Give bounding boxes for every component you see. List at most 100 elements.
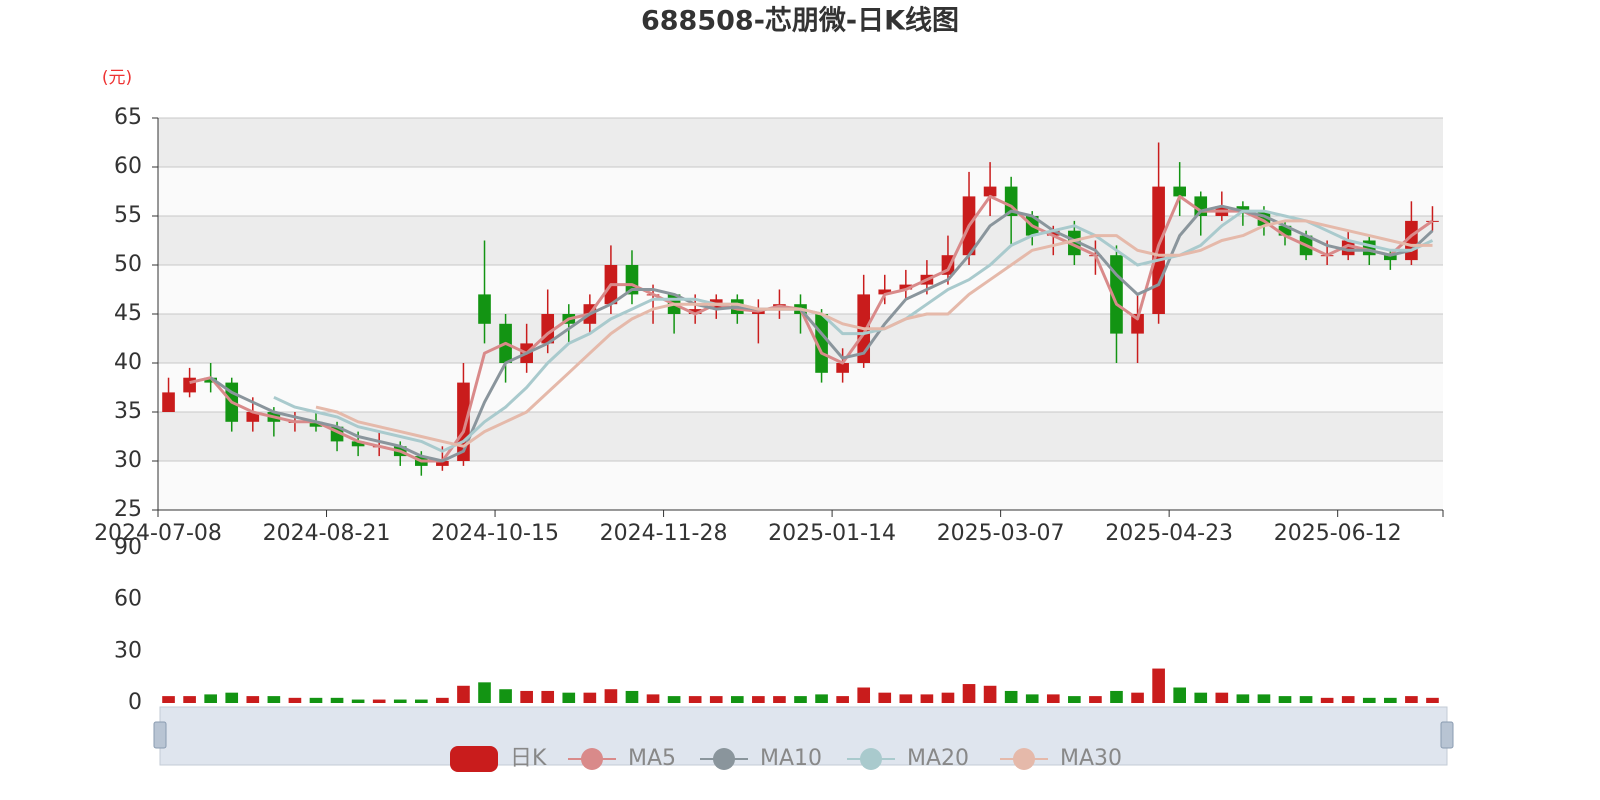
y-tick-label: 55 — [114, 203, 142, 228]
candle-body — [1110, 255, 1123, 334]
candle-body — [309, 421, 323, 427]
candle-body — [351, 441, 365, 447]
volume-bar — [351, 699, 365, 703]
volume-bar — [836, 696, 849, 703]
y-tick-label: 45 — [114, 301, 142, 326]
volume-bar — [1025, 694, 1039, 703]
volume-bar — [857, 687, 871, 703]
volume-bar — [688, 696, 702, 703]
x-tick-label: 2025-06-12 — [1274, 521, 1402, 546]
volume-bar — [478, 682, 491, 703]
ma-line — [209, 204, 1434, 463]
volume-bar — [415, 699, 428, 703]
volume-bar — [457, 685, 470, 703]
legend-label[interactable]: MA10 — [760, 746, 822, 771]
grid-band — [158, 363, 1443, 412]
y-tick-label: 30 — [114, 638, 142, 663]
grid-band — [158, 118, 1443, 167]
zoom-handle-left[interactable] — [153, 721, 167, 749]
volume-bar — [1046, 694, 1060, 703]
volume-bar — [1384, 697, 1397, 703]
volume-bar — [1152, 668, 1165, 703]
zoom-handle-right[interactable] — [1440, 721, 1454, 749]
volume-bar — [920, 694, 934, 703]
volume-bar — [1110, 690, 1123, 703]
candle-body — [162, 392, 175, 412]
candle-body — [899, 284, 913, 290]
grid-band — [158, 216, 1443, 265]
x-tick-label: 2025-01-14 — [768, 521, 896, 546]
y-tick-label: 60 — [114, 587, 142, 612]
volume-bar — [562, 692, 576, 703]
volume-bar — [1173, 687, 1186, 703]
x-tick-label: 2024-07-08 — [94, 521, 222, 546]
volume-bar — [183, 696, 196, 703]
y-tick-label: 90 — [114, 535, 142, 560]
volume-bar — [1362, 697, 1376, 703]
candle-body — [1068, 230, 1081, 256]
candle-body — [688, 309, 702, 314]
legend-icon — [581, 748, 603, 770]
y-tick-label: 30 — [114, 448, 142, 473]
volume-bar — [1320, 697, 1334, 703]
volume-bar — [730, 696, 744, 703]
volume-bar — [309, 697, 323, 703]
candle-body — [478, 294, 491, 324]
volume-bar — [1131, 692, 1144, 703]
y-unit: (元) — [102, 68, 132, 88]
volume-bar — [267, 696, 281, 703]
volume-bar — [1068, 696, 1081, 703]
legend-label[interactable]: MA5 — [628, 746, 676, 771]
volume-bar — [815, 694, 828, 703]
volume-bar — [899, 694, 913, 703]
volume-bar — [583, 692, 597, 703]
x-tick-label: 2024-10-15 — [431, 521, 559, 546]
candle-body — [183, 377, 196, 393]
volume-bar — [288, 697, 302, 703]
volume-bar — [1257, 694, 1271, 703]
candle-body — [204, 377, 217, 383]
ma-line — [189, 194, 1434, 463]
volume-bar — [225, 692, 239, 703]
volume-bar — [436, 697, 449, 703]
volume-bar — [499, 689, 512, 703]
candle-body — [1236, 206, 1250, 212]
legend-label[interactable]: MA30 — [1060, 746, 1122, 771]
volume-bar — [372, 699, 386, 703]
candle-body — [1278, 225, 1292, 236]
ma-line — [315, 219, 1433, 448]
x-tick-label: 2025-03-07 — [937, 521, 1065, 546]
candle-body — [1131, 314, 1144, 334]
chart-title: 688508-芯朋微-日K线图 — [641, 6, 959, 37]
candle-body — [1384, 255, 1397, 261]
volume-bar — [1299, 696, 1313, 703]
volume-bar — [709, 696, 723, 703]
volume-bar — [204, 694, 217, 703]
x-tick-label: 2024-08-21 — [263, 521, 391, 546]
candle-body — [836, 363, 849, 373]
legend-icon — [1013, 748, 1035, 770]
volume-bar — [1278, 696, 1292, 703]
y-tick-label: 35 — [114, 399, 142, 424]
volume-bar — [878, 692, 892, 703]
volume-bar — [393, 699, 407, 703]
volume-bar — [604, 689, 618, 703]
legend-icon — [860, 748, 882, 770]
y-tick-label: 60 — [114, 154, 142, 179]
legend-label[interactable]: MA20 — [907, 746, 969, 771]
candle-body — [246, 412, 260, 422]
x-tick-label: 2025-04-23 — [1105, 521, 1233, 546]
legend-label[interactable]: 日K — [510, 746, 547, 771]
volume-bar — [1215, 692, 1229, 703]
y-tick-label: 65 — [114, 105, 142, 130]
grid-band — [158, 412, 1443, 461]
candle-body — [1046, 230, 1060, 236]
candle-body — [878, 289, 892, 295]
volume-bar — [1089, 696, 1102, 703]
volume-bar — [646, 694, 660, 703]
y-tick-label: 25 — [114, 497, 142, 522]
volume-bar — [1341, 696, 1355, 703]
volume-bar — [1194, 692, 1208, 703]
